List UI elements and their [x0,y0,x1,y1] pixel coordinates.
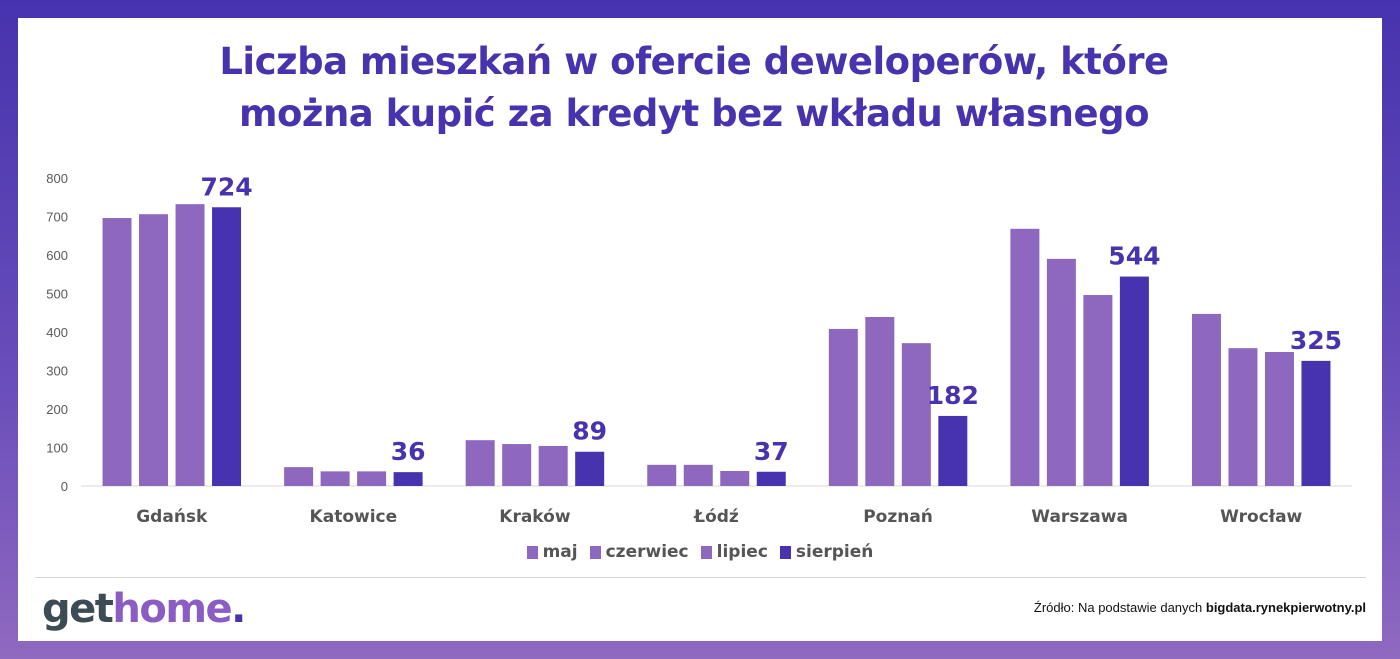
bar-lipiec [1264,352,1294,486]
source-prefix: Źródło: Na podstawie danych [1033,600,1206,615]
bar-czerwiec [502,444,532,486]
y-tick-label: 200 [46,402,68,417]
x-tick-label: Katowice [310,507,398,527]
bar-lipiec [538,445,568,486]
y-tick-label: 400 [46,325,68,340]
bar-sierpień [212,207,242,486]
bar-maj [647,464,677,486]
gethome-logo: gethome. [42,586,246,632]
x-tick-label: Kraków [499,507,571,527]
data-label: 325 [1290,326,1342,355]
data-label: 37 [754,437,789,466]
chart-panel [18,18,1382,641]
logo-text-home: home [112,586,232,632]
bar-maj [102,218,132,487]
x-tick-label: Łódź [693,507,739,527]
legend-item: czerwiec [589,542,689,562]
bar-sierpień [938,415,968,486]
bar-maj [465,440,495,486]
bar-sierpień [1119,276,1149,486]
title-line-1: Liczba mieszkań w ofercie deweloperów, k… [219,40,1169,83]
bar-lipiec [1083,295,1113,486]
x-tick-label: Wrocław [1220,507,1302,527]
y-tick-label: 300 [46,364,68,379]
legend-swatch [779,545,791,559]
x-tick-label: Gdańsk [136,507,208,527]
bar-maj [284,467,314,486]
bar-czerwiec [1228,348,1258,486]
divider [35,577,1366,578]
bar-sierpień [1301,360,1331,486]
legend-swatch [589,545,601,559]
y-tick-label: 600 [46,248,68,263]
bar-czerwiec [320,471,350,486]
data-label: 89 [572,417,607,446]
y-tick-label: 0 [61,479,68,494]
bar-lipiec [175,204,205,486]
legend: maj czerwiec lipiec sierpień [0,542,1400,564]
bar-lipiec [357,471,387,486]
legend-item: sierpień [779,542,874,562]
legend-label: lipiec [716,542,768,562]
x-tick-label: Poznań [863,507,933,527]
chart-title: Liczba mieszkań w ofercie deweloperów, k… [18,36,1370,140]
legend-item: lipiec [700,542,768,562]
bar-czerwiec [865,316,895,486]
bar-czerwiec [139,214,169,486]
bar-czerwiec [1046,258,1076,486]
logo-text-get: get [42,586,114,632]
legend-swatch [700,545,712,559]
data-label: 724 [200,172,252,201]
bar-lipiec [720,470,750,486]
y-tick-label: 800 [46,171,68,186]
data-label: 182 [927,381,979,410]
source-note: Źródło: Na podstawie danych bigdata.ryne… [1034,600,1366,615]
title-line-2: można kupić za kredyt bez wkładu własneg… [238,92,1150,135]
legend-item: maj [526,542,578,562]
bar-maj [1191,313,1221,486]
logo-dot: . [231,586,246,632]
bar-sierpień [575,451,605,486]
y-tick-label: 100 [46,441,68,456]
bar-sierpień [393,472,423,486]
y-tick-label: 700 [46,210,68,225]
bar-czerwiec [683,464,713,486]
data-label: 36 [391,437,426,466]
y-tick-label: 500 [46,287,68,302]
x-tick-label: Warszawa [1031,507,1128,527]
bar-sierpień [756,471,786,486]
bar-lipiec [901,343,931,486]
data-label: 544 [1108,242,1160,271]
legend-swatch [526,545,538,559]
bar-maj [828,328,858,486]
legend-label: sierpień [795,542,874,562]
bar-maj [1010,228,1040,486]
legend-label: czerwiec [605,542,689,562]
source-site: bigdata.rynekpierwotny.pl [1205,600,1366,615]
legend-label: maj [542,542,578,562]
